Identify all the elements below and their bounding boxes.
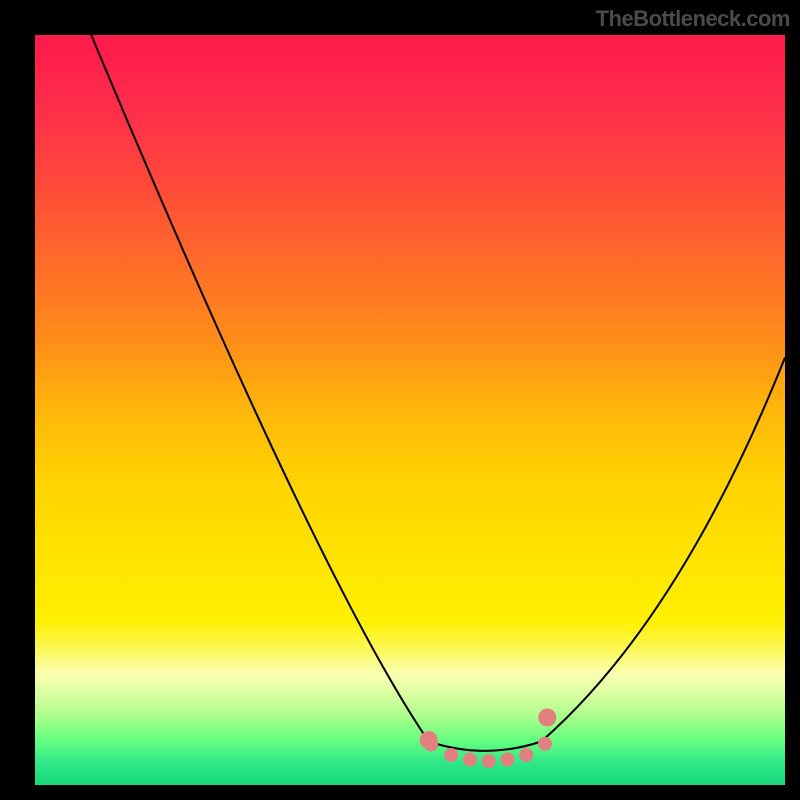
trough-dot [501, 753, 515, 767]
plot-area [35, 35, 785, 785]
trough-dot [444, 748, 458, 762]
trough-dot [482, 754, 496, 768]
chart-root: TheBottleneck.com [0, 0, 800, 800]
trough-dot [538, 737, 552, 751]
trough-dot [519, 748, 533, 762]
trough-cap-right [538, 709, 556, 727]
trough-dot [463, 753, 477, 767]
attribution-label: TheBottleneck.com [596, 6, 790, 32]
chart-svg [0, 0, 800, 800]
trough-dot [424, 738, 438, 752]
